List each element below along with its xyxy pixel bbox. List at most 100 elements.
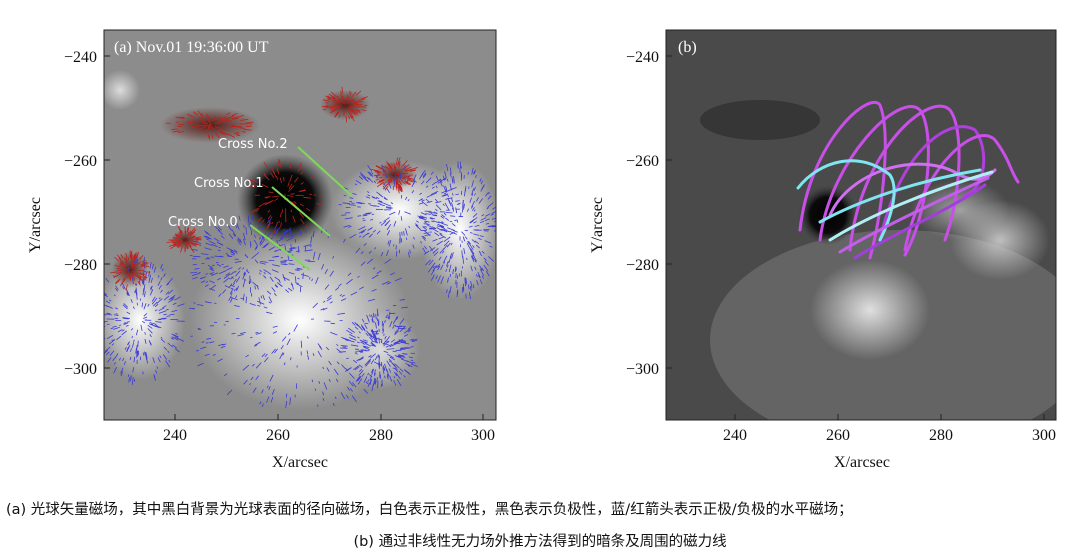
field-arrow xyxy=(226,267,233,271)
field-arrow xyxy=(179,116,185,119)
field-arrow xyxy=(140,261,148,266)
field-arrow xyxy=(142,276,147,279)
field-arrow xyxy=(115,279,120,285)
field-arrow xyxy=(447,178,449,182)
field-arrow xyxy=(480,180,484,185)
field-arrow xyxy=(230,249,238,254)
field-arrow xyxy=(132,272,137,276)
field-arrow xyxy=(204,247,212,251)
field-arrow xyxy=(127,266,130,270)
field-arrow xyxy=(376,230,381,235)
field-arrow xyxy=(272,246,276,249)
field-arrow xyxy=(278,158,281,167)
field-arrow xyxy=(437,265,441,271)
field-arrow xyxy=(409,338,414,341)
field-arrow xyxy=(204,353,210,357)
field-arrow xyxy=(249,180,253,183)
field-arrow xyxy=(371,368,375,376)
field-arrow xyxy=(242,267,245,270)
field-arrow xyxy=(285,289,290,293)
field-arrow xyxy=(121,330,127,336)
field-arrow xyxy=(130,262,137,269)
field-arrow xyxy=(434,232,440,237)
field-arrow xyxy=(122,304,128,310)
field-arrow xyxy=(207,264,213,269)
field-arrow xyxy=(374,337,378,344)
field-arrow xyxy=(363,346,368,348)
field-arrow xyxy=(112,325,117,328)
field-arrow xyxy=(256,300,265,305)
field-arrow xyxy=(205,342,209,344)
field-arrow xyxy=(439,225,444,228)
field-arrow xyxy=(327,294,332,300)
field-arrow xyxy=(261,184,269,188)
field-arrow xyxy=(360,340,368,344)
field-arrow xyxy=(249,383,252,386)
field-arrow xyxy=(339,93,343,100)
field-arrow xyxy=(217,226,222,231)
field-arrow xyxy=(196,304,204,306)
field-arrow xyxy=(373,320,375,324)
field-arrow xyxy=(396,157,398,166)
field-arrow xyxy=(232,282,235,286)
field-arrow xyxy=(126,291,130,296)
field-arrow xyxy=(276,282,282,287)
field-arrow xyxy=(259,240,263,245)
field-arrow xyxy=(139,255,144,260)
field-arrow xyxy=(189,246,195,253)
field-arrow xyxy=(463,248,466,255)
field-arrow xyxy=(355,179,362,185)
field-arrow xyxy=(127,374,130,377)
field-arrow xyxy=(324,284,330,290)
field-arrow xyxy=(229,297,233,303)
field-arrow xyxy=(481,250,485,254)
field-arrow xyxy=(274,255,279,257)
field-arrow xyxy=(158,310,167,314)
field-arrow xyxy=(206,113,208,118)
field-arrow xyxy=(176,242,182,247)
field-arrow xyxy=(151,296,156,302)
field-arrow xyxy=(471,167,474,175)
field-arrow xyxy=(285,228,291,234)
field-arrow xyxy=(261,353,266,358)
field-arrow xyxy=(200,253,209,255)
field-arrow xyxy=(256,252,260,255)
field-arrow xyxy=(160,263,163,269)
field-arrow xyxy=(185,241,188,250)
field-arrow xyxy=(143,275,148,279)
field-arrow xyxy=(108,299,112,302)
field-arrow xyxy=(337,312,345,315)
field-arrow xyxy=(319,346,323,351)
field-arrow xyxy=(392,326,395,329)
field-arrow xyxy=(438,221,444,224)
field-arrow xyxy=(118,273,121,276)
field-arrow xyxy=(259,401,262,405)
field-arrow xyxy=(395,372,401,380)
field-arrow xyxy=(370,359,375,365)
field-arrow xyxy=(150,277,153,283)
field-arrow xyxy=(468,284,470,290)
field-arrow xyxy=(197,362,204,367)
field-arrow xyxy=(350,291,358,296)
field-arrow xyxy=(200,113,203,116)
field-arrow xyxy=(420,198,423,200)
field-arrow xyxy=(379,203,386,207)
field-arrow xyxy=(230,251,236,255)
field-arrow xyxy=(346,386,351,391)
field-arrow xyxy=(189,227,196,234)
field-arrow xyxy=(351,395,357,403)
field-arrow xyxy=(348,225,352,228)
field-arrow xyxy=(209,240,216,245)
field-arrow xyxy=(242,279,246,288)
field-arrow xyxy=(346,278,353,285)
field-arrow xyxy=(180,244,183,248)
field-arrow xyxy=(177,303,185,307)
field-arrow xyxy=(446,242,451,248)
field-arrow xyxy=(241,118,249,121)
field-arrow xyxy=(296,269,301,271)
field-arrow xyxy=(205,281,209,283)
field-arrow xyxy=(405,168,413,172)
field-arrow xyxy=(382,183,389,190)
field-arrow xyxy=(106,351,110,356)
field-arrow xyxy=(263,173,268,179)
